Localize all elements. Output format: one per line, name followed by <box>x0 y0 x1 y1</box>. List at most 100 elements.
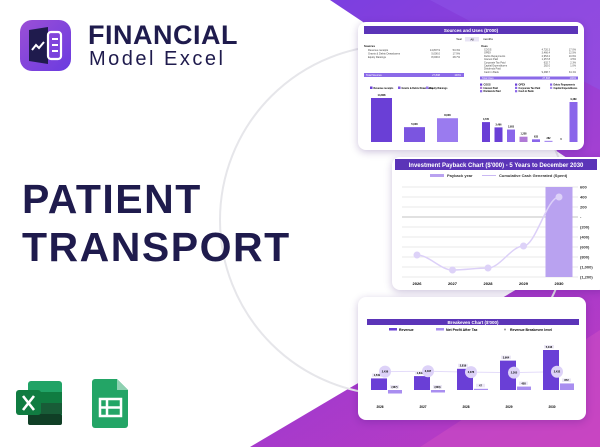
brand-subtitle: Model Excel <box>89 48 226 70</box>
y-tick-label: (200) <box>580 225 590 230</box>
total-uses-pct: 100% <box>570 77 577 80</box>
uses-row-pct: 12.5% <box>569 52 577 55</box>
cumulative-cash-line <box>416 196 560 271</box>
bar-label: 633 <box>534 135 539 138</box>
bar-interest-paid <box>519 136 528 142</box>
total-uses-bar <box>480 76 578 80</box>
months-label: months <box>483 37 493 41</box>
x-tick-label: 2027 <box>419 405 426 409</box>
total-sources-bar <box>364 73 464 77</box>
x-tick-label: 2026 <box>376 405 383 409</box>
net-profit-label-box <box>390 385 399 389</box>
legend-swatch <box>550 86 553 89</box>
uses-row-label: COGS <box>484 49 492 52</box>
cumulative-cash-point <box>484 264 492 272</box>
sources-row-pct: 28.7% <box>453 55 461 59</box>
net-profit-label-box <box>519 381 528 386</box>
legend-net-profit-label: Net Profit After Tax <box>446 328 478 332</box>
legend-label: Dividends Paid <box>484 90 502 93</box>
y-tick-label: (600) <box>580 245 590 250</box>
revenue-label: 1,848 <box>417 371 424 375</box>
bar-cash-in-bank <box>569 102 578 142</box>
legend-swatch <box>515 83 518 86</box>
bar-equity-raisings <box>437 118 458 142</box>
sources-uses-chart: Sources and Uses ($'000) Year All months… <box>364 26 578 142</box>
uses-row-value: 3,466.4 <box>542 52 551 55</box>
uses-row-label: Corporate Tax Paid <box>484 61 506 64</box>
revenue-label-box <box>415 371 425 375</box>
net-profit-label-box <box>433 385 442 389</box>
sources-heading: Sources <box>364 44 375 48</box>
sources-row-label: Revenue receipts <box>368 48 389 52</box>
y-tick-label: - <box>580 215 582 220</box>
legend-payback-swatch <box>430 174 444 177</box>
payback-chart-title: Investment Payback Chart ($'000) - 5 Yea… <box>409 163 584 169</box>
net-profit-bar <box>388 390 402 394</box>
sources-row-value: 5,000.0 <box>431 52 440 56</box>
total-uses-value: 27,808 <box>542 77 550 80</box>
uses-row-label: Cash in Bank <box>484 71 500 74</box>
page-title-line2: TRANSPORT <box>22 224 291 270</box>
uses-row-value: 9,488.7 <box>542 71 551 74</box>
legend-label: Equity Raisings <box>430 87 449 90</box>
revenue-bar <box>371 378 387 390</box>
x-tick-label: 2030 <box>548 405 555 409</box>
bar-label: 14,808 <box>378 93 386 97</box>
legend-net-profit-swatch <box>436 328 444 331</box>
cumulative-cash-point <box>520 242 527 250</box>
legend-swatch <box>515 86 518 89</box>
legend-label: OPEX <box>519 84 526 87</box>
bar-capital-expenditures <box>544 140 553 142</box>
revenue-label-box <box>458 363 468 368</box>
legend-cumulative-label: Cumulative Cash Generated (Spent) <box>499 173 568 178</box>
payback-year-bar <box>545 187 573 277</box>
net-profit-label: (467) <box>391 385 397 389</box>
total-uses-label: Total Uses <box>482 77 494 80</box>
legend-label: Cash in Bank <box>519 90 535 93</box>
y-tick-label: (1,200) <box>580 275 593 280</box>
breakeven-point <box>508 366 520 379</box>
y-tick-label: (400) <box>580 235 590 240</box>
bar-label: 0 <box>560 138 562 141</box>
bar-label: 5,000 <box>411 122 418 126</box>
y-tick-label: (800) <box>580 255 590 260</box>
legend-label: Corporate Tax Paid <box>519 87 541 90</box>
sources-row-value: 14,807.9 <box>430 48 441 52</box>
bar-label: 9,489 <box>571 98 578 101</box>
uses-row-value: 632.7 <box>544 61 551 64</box>
uses-row-label: OPEX <box>484 52 491 55</box>
legend-revenue-label: Revenue <box>399 328 414 332</box>
breakeven-card: Breakeven Chart ($'000) Revenue Net Prof… <box>358 297 586 420</box>
revenue-label: 5,316 <box>546 345 553 349</box>
uses-row-label: Debts Repayments <box>484 55 506 58</box>
sources-row-value: 8,000.0 <box>431 55 440 59</box>
cumulative-cash-point <box>413 251 421 259</box>
year-select[interactable] <box>465 37 479 42</box>
legend-breakeven-label: Revenue Breakeven level <box>510 328 552 332</box>
net-profit-label: 872 <box>564 378 569 382</box>
sources-uses-title: Sources and Uses ($'000) <box>444 28 499 33</box>
legend-breakeven-swatch <box>504 328 506 331</box>
sources-row-label: Equity Raisings <box>368 55 387 59</box>
bar-opex <box>494 127 503 142</box>
x-tick-label: 2028 <box>462 405 469 409</box>
total-sources-label: Total Sources <box>366 73 382 77</box>
revenue-label-box <box>501 355 511 360</box>
investment-payback-chart: Investment Payback Chart ($'000) - 5 Yea… <box>395 159 597 286</box>
legend-label: Interest Paid <box>484 87 499 90</box>
legend-swatch <box>480 86 483 89</box>
breakeven-chart-title: Breakeven Chart ($'000) <box>447 320 499 325</box>
breakeven-point <box>422 365 434 378</box>
legend-label: Grants & Debts Drawdowns <box>402 87 434 90</box>
sources-row-pct: 17.9% <box>453 52 461 56</box>
uses-row-label: Interest Paid <box>484 58 499 61</box>
bar-debts-repayments <box>507 129 515 142</box>
uses-row-value: 4,720.3 <box>542 49 551 52</box>
uses-row-pct: 17.0% <box>569 49 577 52</box>
uses-row-pct: 1.0% <box>570 65 576 68</box>
breakeven-label: 2,376 <box>468 370 475 374</box>
legend-swatch <box>480 83 483 86</box>
legend-label: Capital Expenditures <box>554 87 578 90</box>
y-tick-label: 400 <box>580 195 587 200</box>
bar-label: 1,258 <box>521 133 528 136</box>
